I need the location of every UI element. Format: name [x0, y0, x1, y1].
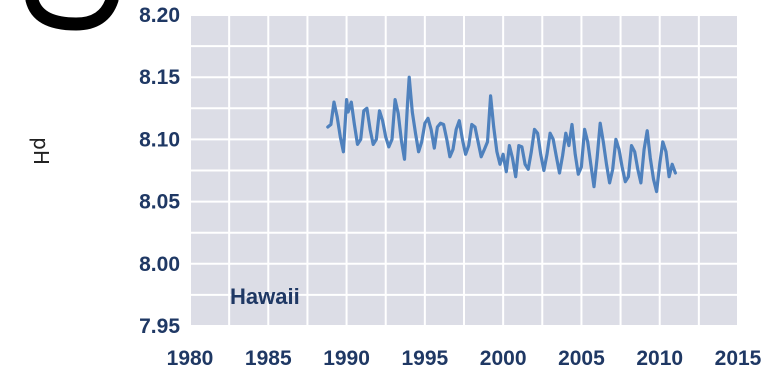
x-tick-label: 2015: [715, 347, 762, 370]
x-tick-label: 2000: [480, 347, 527, 370]
x-tick-label: 2010: [636, 347, 683, 370]
series-layer: [326, 75, 677, 194]
y-axis-tick-labels: 7.95 8.00 8.05 8.10 8.15 8.20: [139, 4, 180, 338]
y-axis-label: pH: [29, 137, 53, 165]
x-tick-label: 1980: [167, 347, 214, 370]
series-line-0: [326, 75, 677, 194]
y-tick-label: 7.95: [139, 315, 180, 338]
y-tick-label: 8.20: [139, 4, 180, 27]
y-tick-label: 8.00: [139, 253, 180, 276]
y-tick-label: 8.05: [139, 191, 180, 214]
x-axis-tick-labels: 1980 1985 1990 1995 2000 2005 2010 2015: [167, 347, 762, 370]
cropped-glyph: [25, 0, 119, 31]
x-tick-label: 1995: [401, 347, 448, 370]
y-tick-label: 8.15: [139, 66, 180, 89]
x-tick-label: 1990: [323, 347, 370, 370]
x-tick-label: 2005: [558, 347, 605, 370]
location-annotation: Hawaii: [230, 284, 300, 309]
x-tick-label: 1985: [245, 347, 292, 370]
y-tick-label: 8.10: [139, 128, 180, 151]
